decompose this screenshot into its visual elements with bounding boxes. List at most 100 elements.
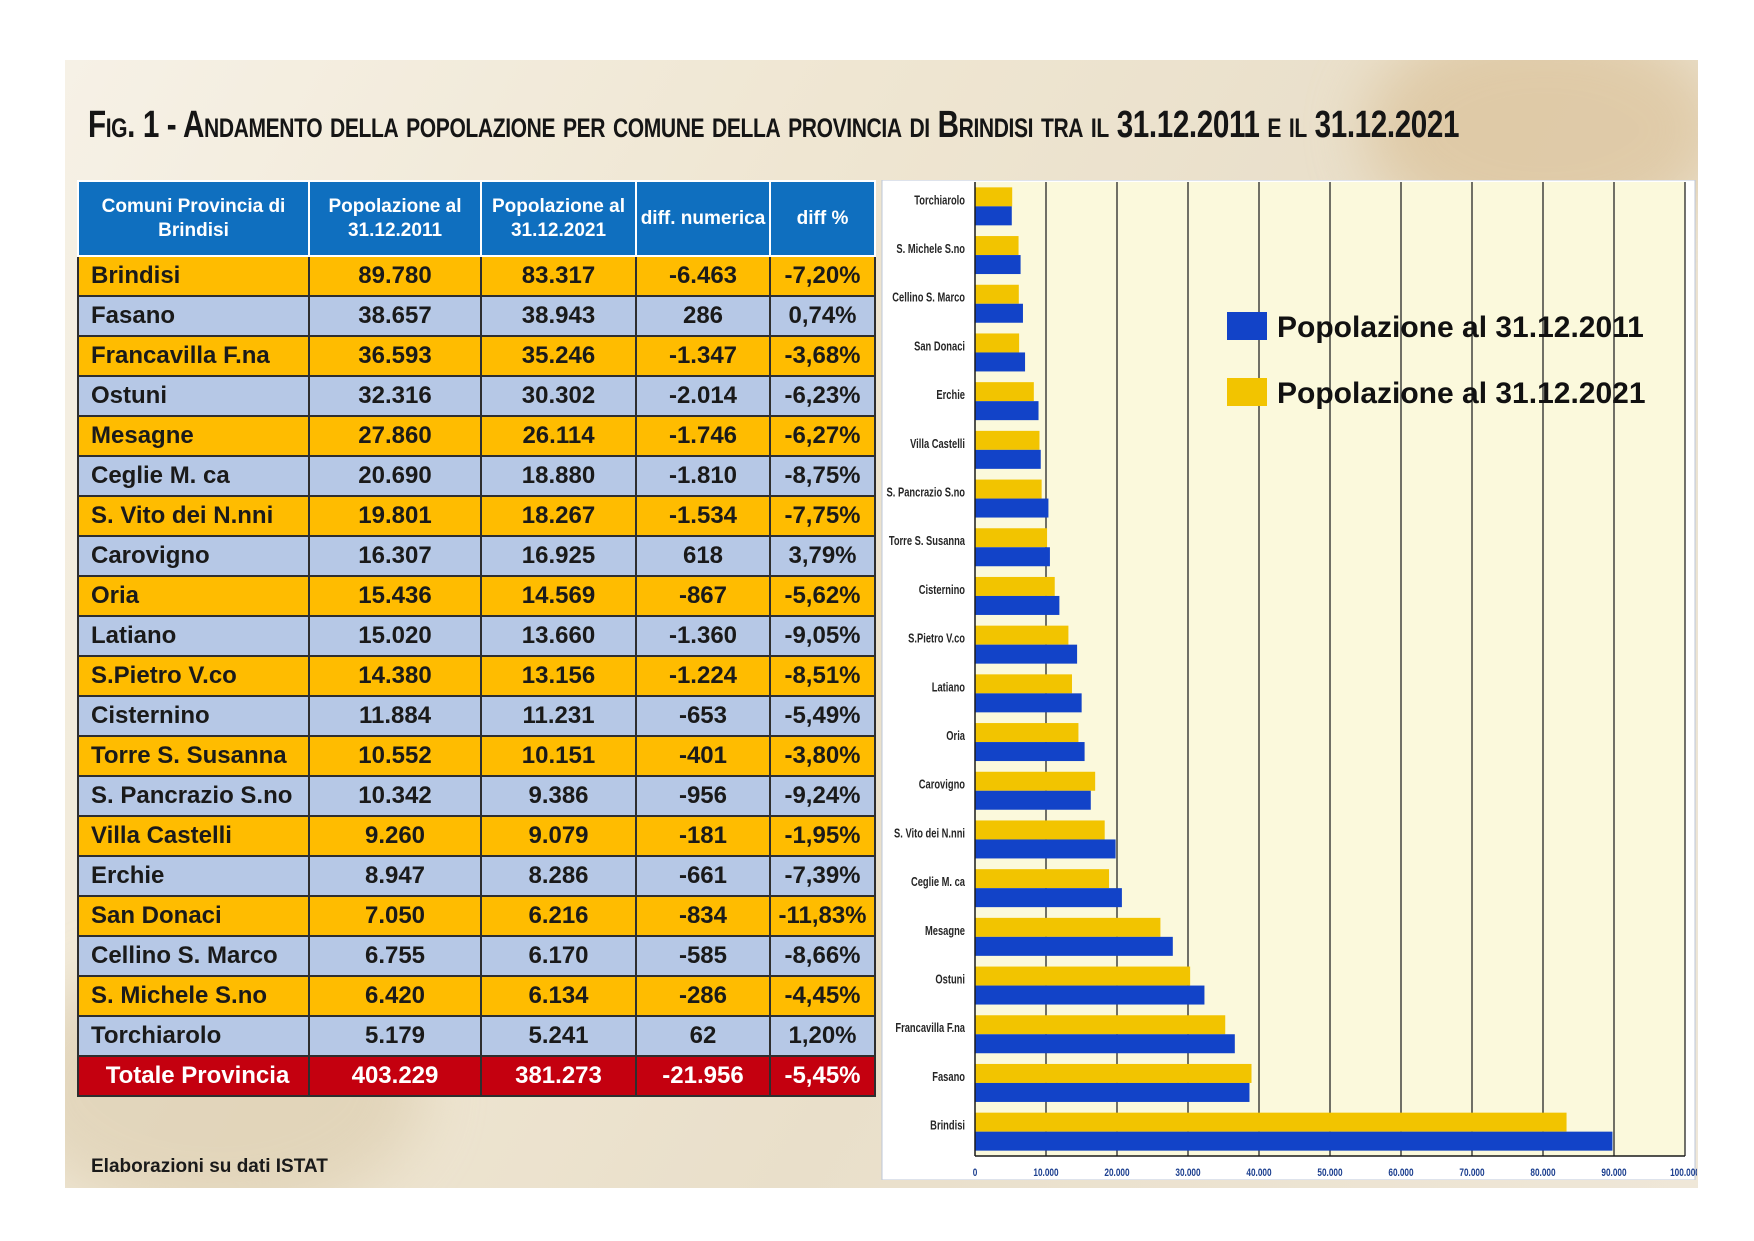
table-row: Fasano 38.657 38.943 286 0,74% [77,295,876,337]
cell-diff-pct: -8,66% [769,935,876,977]
y-tick-label: Carovigno [919,778,965,792]
cell-comune: Cisternino [77,695,310,737]
cell-pop-2011: 10.552 [308,735,482,777]
bar-2011 [975,644,1078,664]
y-tick-label: Ceglie M. ca [911,876,966,890]
table-row: Brindisi 89.780 83.317 -6.463 -7,20% [77,255,876,297]
cell-pop-2011: 16.307 [308,535,482,577]
table-row: Mesagne 27.860 26.114 -1.746 -6,27% [77,415,876,457]
cell-comune: Latiano [77,615,310,657]
cell-pop-2021: 35.246 [480,335,637,377]
cell-pop-2021: 6.134 [480,975,637,1017]
cell-diff: -181 [635,815,771,857]
cell-comune: Oria [77,575,310,617]
cell-total-label: Totale Provincia [77,1055,310,1097]
table-row: Cellino S. Marco 6.755 6.170 -585 -8,66% [77,935,876,977]
bar-2011 [975,449,1041,469]
cell-diff: -1.746 [635,415,771,457]
table-row: Torre S. Susanna 10.552 10.151 -401 -3,8… [77,735,876,777]
cell-diff-pct: -3,68% [769,335,876,377]
bar-2021 [975,723,1079,743]
cell-pop-2011: 15.020 [308,615,482,657]
table-row: Torchiarolo 5.179 5.241 62 1,20% [77,1015,876,1057]
bar-2021 [975,479,1042,499]
bar-2011 [975,401,1039,421]
bar-2021 [975,284,1019,304]
table-row: Francavilla F.na 36.593 35.246 -1.347 -3… [77,335,876,377]
cell-pop-2021: 6.170 [480,935,637,977]
table-row: Oria 15.436 14.569 -867 -5,62% [77,575,876,617]
cell-comune: Mesagne [77,415,310,457]
bar-2011 [975,1082,1250,1102]
bar-2011 [975,936,1173,956]
cell-pop-2011: 5.179 [308,1015,482,1057]
bar-2011 [975,985,1205,1005]
bar-2011 [975,1034,1235,1054]
bar-2011 [975,1131,1613,1151]
bar-2011 [975,790,1091,810]
cell-pop-2011: 32.316 [308,375,482,417]
y-tick-label: S. Vito dei N.nni [894,827,965,841]
y-tick-label: Fasano [932,1071,965,1085]
cell-diff-pct: 3,79% [769,535,876,577]
bar-2021 [975,869,1110,889]
cell-diff: 618 [635,535,771,577]
y-tick-label: Brindisi [930,1119,965,1133]
cell-comune: Fasano [77,295,310,337]
cell-diff: -956 [635,775,771,817]
x-tick-label: 60.000 [1388,1167,1413,1179]
legend-label: Popolazione al 31.12.2011 [1277,311,1644,344]
bar-2021 [975,771,1096,791]
table-row: S. Pancrazio S.no 10.342 9.386 -956 -9,2… [77,775,876,817]
bar-2011 [975,839,1116,859]
cell-comune: S.Pietro V.co [77,655,310,697]
legend-swatch [1227,312,1267,340]
legend-label: Popolazione al 31.12.2021 [1277,377,1646,410]
bar-2011 [975,352,1026,372]
bar-2021 [975,1112,1567,1132]
y-tick-label: Francavilla F.na [895,1022,965,1036]
cell-diff: -867 [635,575,771,617]
cell-diff: 286 [635,295,771,337]
y-tick-label: Cisternino [919,584,965,598]
x-tick-label: 80.000 [1530,1167,1555,1179]
bar-2021 [975,1063,1252,1083]
cell-pop-2021: 26.114 [480,415,637,457]
y-tick-label: Mesagne [925,925,965,939]
bar-2011 [975,742,1085,762]
cell-pop-2021: 83.317 [480,255,637,297]
cell-diff-pct: -9,24% [769,775,876,817]
x-tick-label: 0 [973,1167,978,1179]
table-row: Erchie 8.947 8.286 -661 -7,39% [77,855,876,897]
bar-2011 [975,888,1122,908]
bar-2021 [975,528,1048,548]
cell-comune: Ceglie M. ca [77,455,310,497]
cell-comune: Erchie [77,855,310,897]
cell-pop-2021: 8.286 [480,855,637,897]
cell-diff-pct: -8,51% [769,655,876,697]
x-tick-label: 10.000 [1033,1167,1058,1179]
cell-diff-pct: -6,27% [769,415,876,457]
cell-pop-2011: 6.755 [308,935,482,977]
cell-pop-2011: 14.380 [308,655,482,697]
y-tick-label: Latiano [932,681,965,695]
cell-pop-2021: 30.302 [480,375,637,417]
cell-pop-2021: 5.241 [480,1015,637,1057]
cell-diff: -401 [635,735,771,777]
cell-comune: Brindisi [77,255,310,297]
x-tick-label: 100.000 [1670,1167,1697,1179]
table-row: Carovigno 16.307 16.925 618 3,79% [77,535,876,577]
cell-diff-pct: -11,83% [769,895,876,937]
cell-pop-2011: 15.436 [308,575,482,617]
cell-pop-2021: 9.386 [480,775,637,817]
cell-diff-pct: -4,45% [769,975,876,1017]
bar-2011 [975,693,1082,713]
cell-total-2021: 381.273 [480,1055,637,1097]
cell-pop-2011: 20.690 [308,455,482,497]
cell-pop-2021: 13.156 [480,655,637,697]
table-row: S. Michele S.no 6.420 6.134 -286 -4,45% [77,975,876,1017]
cell-diff: -585 [635,935,771,977]
x-tick-label: 50.000 [1317,1167,1342,1179]
cell-comune: Ostuni [77,375,310,417]
bar-2021 [975,820,1105,840]
